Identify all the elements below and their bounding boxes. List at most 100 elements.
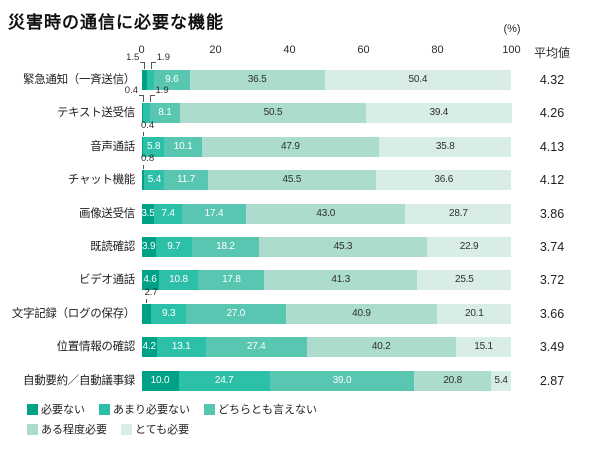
bar-segment: 3.9 bbox=[141, 237, 156, 257]
average-value: 3.72 bbox=[539, 273, 565, 288]
legend-row: 必要ない あまり必要ない どちらとも言えない bbox=[27, 401, 331, 417]
bar-segment: 4.2 bbox=[141, 337, 158, 358]
bar-value-label: 40.2 bbox=[371, 341, 391, 353]
bar-segment: 27.0 bbox=[185, 303, 286, 324]
row-label: ビデオ通話 bbox=[79, 274, 135, 287]
bar-value-label: 36.5 bbox=[247, 74, 267, 85]
callout-value-label: 1.5 bbox=[126, 52, 140, 63]
row-label: 音声通話 bbox=[90, 140, 135, 153]
bar-value-label: 35.8 bbox=[435, 140, 455, 152]
bar-segment: 10.1 bbox=[164, 136, 202, 157]
bar-segment: 45.5 bbox=[207, 170, 377, 191]
bar-segment: 11.7 bbox=[164, 170, 208, 191]
bar-value-label: 10.1 bbox=[173, 140, 193, 152]
bar-segment: 4.6 bbox=[141, 270, 159, 291]
bar-segment: 47.9 bbox=[201, 136, 379, 157]
bar-value-label: 5.8 bbox=[147, 140, 161, 152]
callout-value-label: 2.7 bbox=[144, 286, 158, 298]
stacked-bar: 3.9 9.7 18.2 45.3 22.9 bbox=[141, 237, 512, 257]
callout-value-label: 0.4 bbox=[141, 119, 155, 131]
bar-value-label: 10.8 bbox=[169, 274, 188, 286]
stacked-bar: 8.1 50.5 39.4 0.4 1.9 bbox=[125, 86, 512, 124]
bar-segment: 9.7 bbox=[155, 237, 192, 257]
bar-segment: 28.7 bbox=[405, 203, 512, 224]
bar-value-label: 47.9 bbox=[281, 140, 300, 152]
row-label: 既読確認 bbox=[90, 241, 135, 253]
bar-segment: 9.6 bbox=[154, 70, 190, 90]
bar-segment: 7.4 bbox=[154, 203, 182, 224]
stacked-bar: 9.3 27.0 40.9 20.1 2.7 bbox=[141, 288, 512, 324]
bar-segment bbox=[141, 303, 152, 324]
bar-value-label: 41.3 bbox=[331, 274, 351, 286]
bar-segment bbox=[141, 136, 143, 157]
bar-segment: 13.1 bbox=[157, 337, 206, 358]
legend-swatch bbox=[27, 403, 38, 415]
bar-value-label: 9.7 bbox=[167, 241, 181, 252]
average-value: 4.12 bbox=[539, 173, 565, 188]
row-label: 文字記録（ログの保存） bbox=[11, 307, 136, 320]
bar-value-label: 3.5 bbox=[141, 207, 155, 219]
callout-connector bbox=[140, 62, 146, 63]
bar-segment bbox=[147, 70, 155, 90]
callout-value-label: 0.4 bbox=[124, 85, 138, 97]
bar-segment: 3.5 bbox=[141, 203, 155, 224]
bar-value-label: 10.0 bbox=[150, 374, 170, 386]
stacked-bar: 4.6 10.8 17.8 41.3 25.5 bbox=[141, 270, 512, 291]
stacked-bar: 3.5 7.4 17.4 43.0 28.7 bbox=[141, 203, 512, 224]
legend-swatch bbox=[204, 403, 215, 415]
bar-segment: 43.0 bbox=[246, 203, 406, 224]
stacked-bar: 5.4 11.7 45.5 36.6 0.8 bbox=[141, 154, 512, 191]
bar-value-label: 25.5 bbox=[454, 274, 474, 286]
bar-value-label: 13.1 bbox=[171, 341, 191, 353]
row-label: テキスト送受信 bbox=[56, 107, 135, 120]
x-axis-tick: 0 bbox=[138, 44, 145, 56]
bar-segment: 36.6 bbox=[376, 170, 512, 191]
bar-segment bbox=[141, 103, 143, 124]
bar-value-label: 36.6 bbox=[434, 174, 454, 186]
bar-value-label: 27.4 bbox=[246, 341, 266, 353]
bar-segment: 17.8 bbox=[198, 270, 265, 291]
bar-value-label: 28.7 bbox=[449, 207, 468, 219]
row-label: 緊急通知（一斉送信） bbox=[23, 74, 135, 86]
bar-segment: 35.8 bbox=[379, 136, 512, 157]
bar-value-label: 18.2 bbox=[216, 241, 235, 252]
bar-value-label: 45.3 bbox=[333, 241, 353, 252]
bar-segment: 24.7 bbox=[178, 370, 270, 391]
bar-value-label: 17.8 bbox=[222, 274, 241, 286]
callout-value-label: 1.9 bbox=[156, 52, 170, 63]
legend-label: ある程度必要 bbox=[41, 424, 107, 436]
bar-segment: 9.3 bbox=[151, 303, 186, 324]
legend-row: ある程度必要 とても必要 bbox=[27, 421, 203, 437]
average-value: 3.74 bbox=[539, 240, 565, 254]
bar-value-label: 9.6 bbox=[165, 74, 179, 85]
x-axis-tick: 40 bbox=[283, 44, 296, 56]
stacked-bar: 5.8 10.1 47.9 35.8 0.4 bbox=[141, 121, 512, 157]
bar-segment bbox=[142, 103, 150, 124]
bar-segment: 25.5 bbox=[417, 270, 512, 291]
bar-value-label: 39.0 bbox=[332, 374, 352, 386]
bar-value-label: 4.2 bbox=[142, 341, 157, 353]
bar-segment: 10.8 bbox=[158, 270, 199, 291]
bar-segment: 45.3 bbox=[259, 237, 427, 257]
legend-label: とても必要 bbox=[135, 424, 190, 436]
bar-segment: 27.4 bbox=[205, 337, 307, 358]
bar-value-label: 5.4 bbox=[494, 374, 508, 386]
callout-connector bbox=[149, 95, 155, 97]
stacked-bar: 9.6 36.5 50.4 1.5 1.9 bbox=[126, 53, 512, 90]
x-axis-tick: 20 bbox=[209, 44, 222, 56]
bar-segment: 5.4 bbox=[144, 170, 165, 191]
bar-value-label: 40.9 bbox=[352, 307, 371, 319]
stacked-bar: 10.0 24.7 39.0 20.8 5.4 bbox=[141, 370, 512, 391]
bar-value-label: 45.5 bbox=[282, 174, 302, 186]
bar-value-label: 24.7 bbox=[214, 374, 234, 386]
percent-unit-label: (%) bbox=[503, 23, 521, 35]
callout-value-label: 1.9 bbox=[155, 85, 169, 97]
bar-segment: 40.2 bbox=[306, 337, 456, 358]
legend-label: あまり必要ない bbox=[113, 404, 190, 416]
callout-connector bbox=[139, 95, 144, 97]
bar-value-label: 17.4 bbox=[204, 207, 224, 219]
bar-value-label: 27.0 bbox=[226, 307, 246, 319]
callout-connector bbox=[149, 95, 151, 103]
bar-value-label: 8.1 bbox=[158, 107, 172, 119]
callout-connector bbox=[143, 165, 144, 170]
